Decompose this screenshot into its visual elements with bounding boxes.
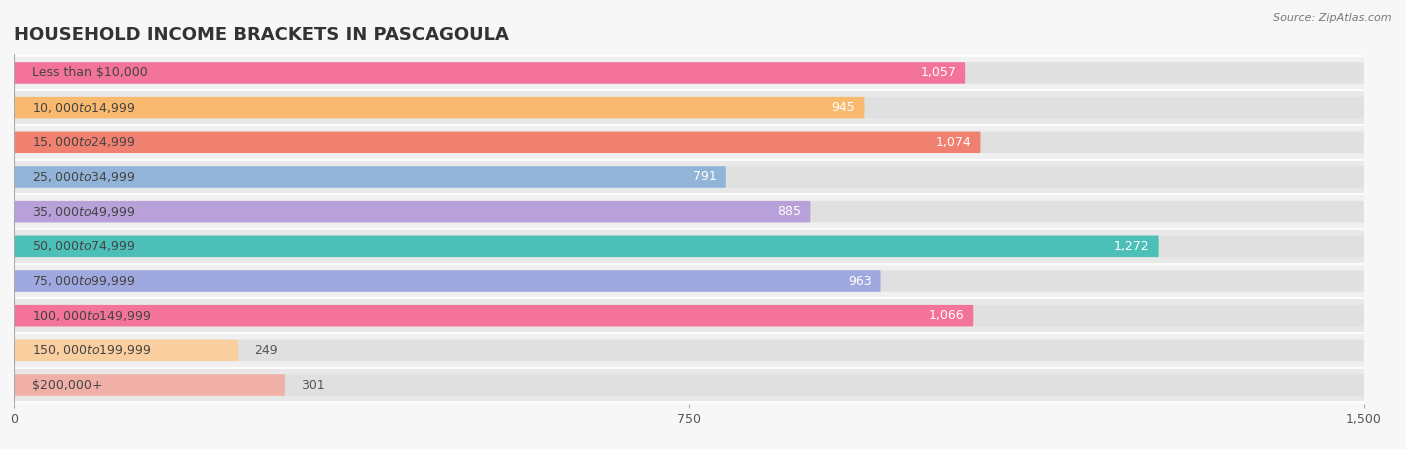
Bar (14, 90, 1364, 125)
FancyBboxPatch shape (14, 374, 285, 396)
Text: 791: 791 (693, 171, 717, 184)
Text: $35,000 to $49,999: $35,000 to $49,999 (32, 205, 135, 219)
Text: 301: 301 (301, 379, 325, 392)
Bar (14, 160, 1364, 194)
Text: 885: 885 (778, 205, 801, 218)
FancyBboxPatch shape (14, 339, 238, 361)
FancyBboxPatch shape (14, 201, 1364, 222)
Text: 1,066: 1,066 (929, 309, 965, 322)
Text: 945: 945 (832, 101, 855, 114)
FancyBboxPatch shape (14, 339, 1364, 361)
FancyBboxPatch shape (14, 236, 1159, 257)
Text: $10,000 to $14,999: $10,000 to $14,999 (32, 101, 135, 114)
Text: $200,000+: $200,000+ (32, 379, 103, 392)
FancyBboxPatch shape (14, 132, 1364, 153)
Bar (14, 194, 1364, 229)
Bar (14, 229, 1364, 264)
Text: $15,000 to $24,999: $15,000 to $24,999 (32, 135, 135, 150)
Text: 1,272: 1,272 (1114, 240, 1150, 253)
Bar (14, 125, 1364, 160)
Text: $50,000 to $74,999: $50,000 to $74,999 (32, 239, 135, 253)
FancyBboxPatch shape (14, 97, 865, 119)
FancyBboxPatch shape (14, 166, 1364, 188)
Text: $150,000 to $199,999: $150,000 to $199,999 (32, 343, 152, 357)
FancyBboxPatch shape (14, 201, 810, 222)
FancyBboxPatch shape (14, 305, 973, 326)
FancyBboxPatch shape (14, 236, 1364, 257)
Text: 249: 249 (254, 344, 278, 357)
Bar (14, 264, 1364, 298)
Text: $100,000 to $149,999: $100,000 to $149,999 (32, 308, 152, 323)
FancyBboxPatch shape (14, 132, 980, 153)
FancyBboxPatch shape (14, 166, 725, 188)
FancyBboxPatch shape (14, 62, 1364, 84)
FancyBboxPatch shape (14, 270, 1364, 292)
Text: 1,074: 1,074 (936, 136, 972, 149)
Text: $25,000 to $34,999: $25,000 to $34,999 (32, 170, 135, 184)
FancyBboxPatch shape (14, 62, 965, 84)
Bar (14, 298, 1364, 333)
FancyBboxPatch shape (14, 305, 1364, 326)
Bar (14, 368, 1364, 402)
Text: 963: 963 (848, 274, 872, 287)
Text: Source: ZipAtlas.com: Source: ZipAtlas.com (1274, 13, 1392, 23)
FancyBboxPatch shape (14, 270, 880, 292)
FancyBboxPatch shape (14, 374, 1364, 396)
Text: HOUSEHOLD INCOME BRACKETS IN PASCAGOULA: HOUSEHOLD INCOME BRACKETS IN PASCAGOULA (14, 26, 509, 44)
Bar (14, 333, 1364, 368)
Text: $75,000 to $99,999: $75,000 to $99,999 (32, 274, 135, 288)
Text: Less than $10,000: Less than $10,000 (32, 66, 148, 79)
FancyBboxPatch shape (14, 97, 1364, 119)
Bar (14, 56, 1364, 90)
Text: 1,057: 1,057 (921, 66, 956, 79)
